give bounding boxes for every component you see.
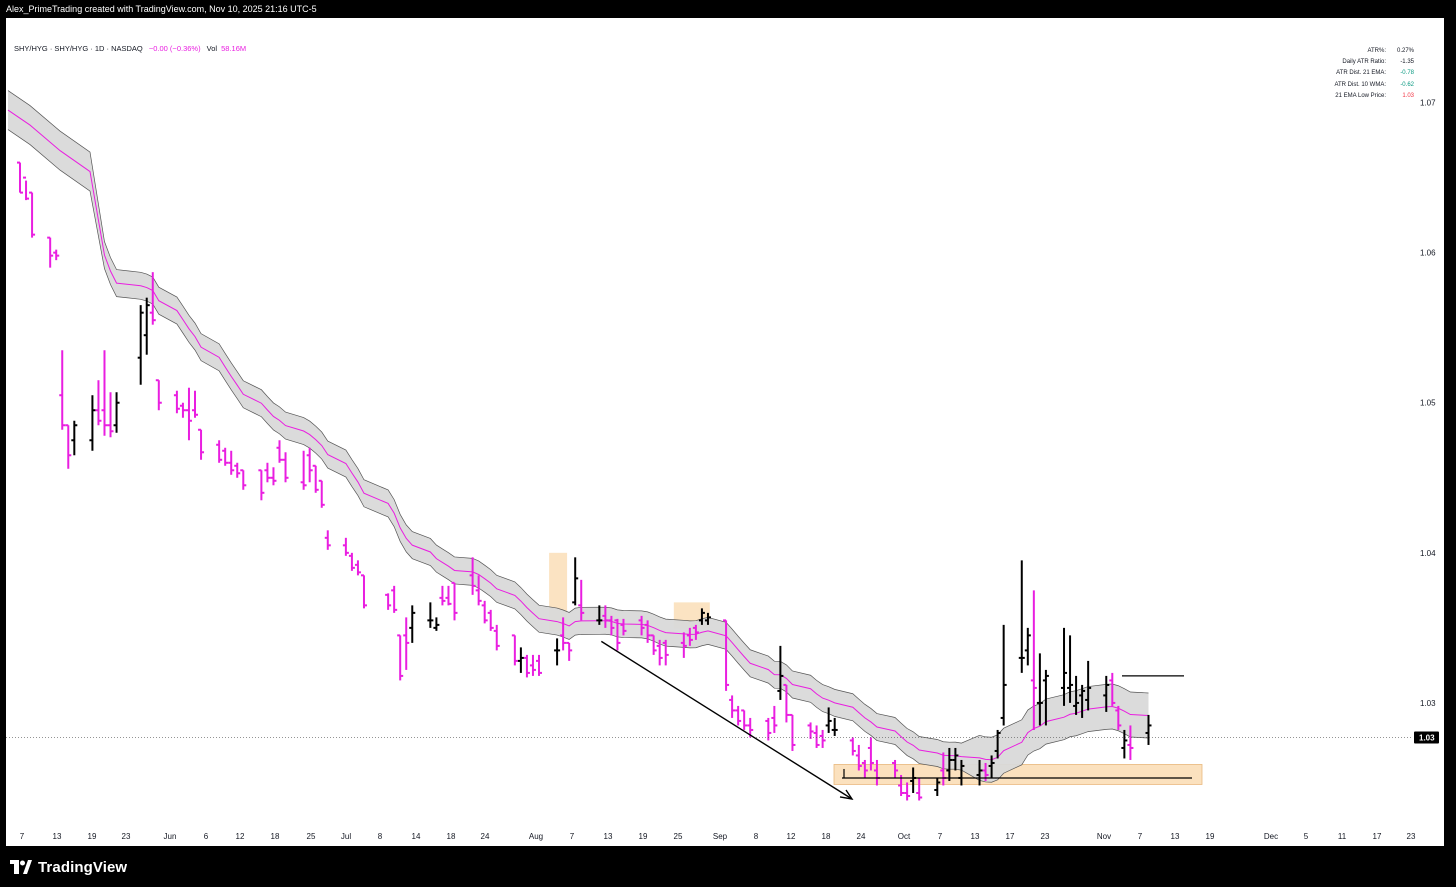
tradingview-logo[interactable]: TradingView xyxy=(10,856,127,878)
stats-row: 21 EMA Low Price: 1.03 xyxy=(1324,90,1414,101)
price-change: −0.00 (−0.36%) xyxy=(148,44,201,53)
stats-label: ATR Dist. 10 WMA: xyxy=(1334,81,1386,88)
stats-label: 21 EMA Low Price: xyxy=(1335,92,1386,99)
tradingview-logo-icon xyxy=(10,860,32,874)
stats-value: -0.78 xyxy=(1400,70,1414,77)
stats-row: ATR Dist. 10 WMA: -0.62 xyxy=(1324,79,1414,90)
stats-value: 1.03 xyxy=(1402,92,1414,99)
stats-label: Daily ATR Ratio: xyxy=(1342,58,1386,65)
tradingview-brand: TradingView xyxy=(38,858,128,876)
stats-row: ATR%: 0.27% xyxy=(1324,45,1414,56)
symbol-label: SHY/HYG · SHY/HYG · 1D · NASDAQ xyxy=(14,44,143,53)
volume-label: Vol xyxy=(206,44,218,53)
stats-value: -0.62 xyxy=(1400,81,1414,88)
stats-value: -1.35 xyxy=(1400,58,1414,65)
atr-stats-table: ATR%: 0.27% Daily ATR Ratio: -1.35 ATR Dis… xyxy=(1324,45,1414,101)
volume-value: 58.16M xyxy=(221,44,247,53)
stats-label: ATR Dist. 21 EMA: xyxy=(1336,70,1386,77)
chart-caption-bar: Alex_PrimeTrading created with TradingVi… xyxy=(0,0,1456,18)
chart-caption: Alex_PrimeTrading created with TradingVi… xyxy=(6,4,317,14)
footer-bar: TradingView xyxy=(0,846,1456,887)
chart-frame[interactable]: SHY/HYG · SHY/HYG · 1D · NASDAQ −0.00 (−… xyxy=(6,18,1444,846)
stats-row: ATR Dist. 21 EMA: -0.78 xyxy=(1324,68,1414,79)
stats-row: Daily ATR Ratio: -1.35 xyxy=(1324,56,1414,67)
symbol-legend[interactable]: SHY/HYG · SHY/HYG · 1D · NASDAQ −0.00 (−… xyxy=(14,44,246,53)
stats-label: ATR%: xyxy=(1367,47,1386,54)
stats-value: 0.27% xyxy=(1396,47,1414,54)
